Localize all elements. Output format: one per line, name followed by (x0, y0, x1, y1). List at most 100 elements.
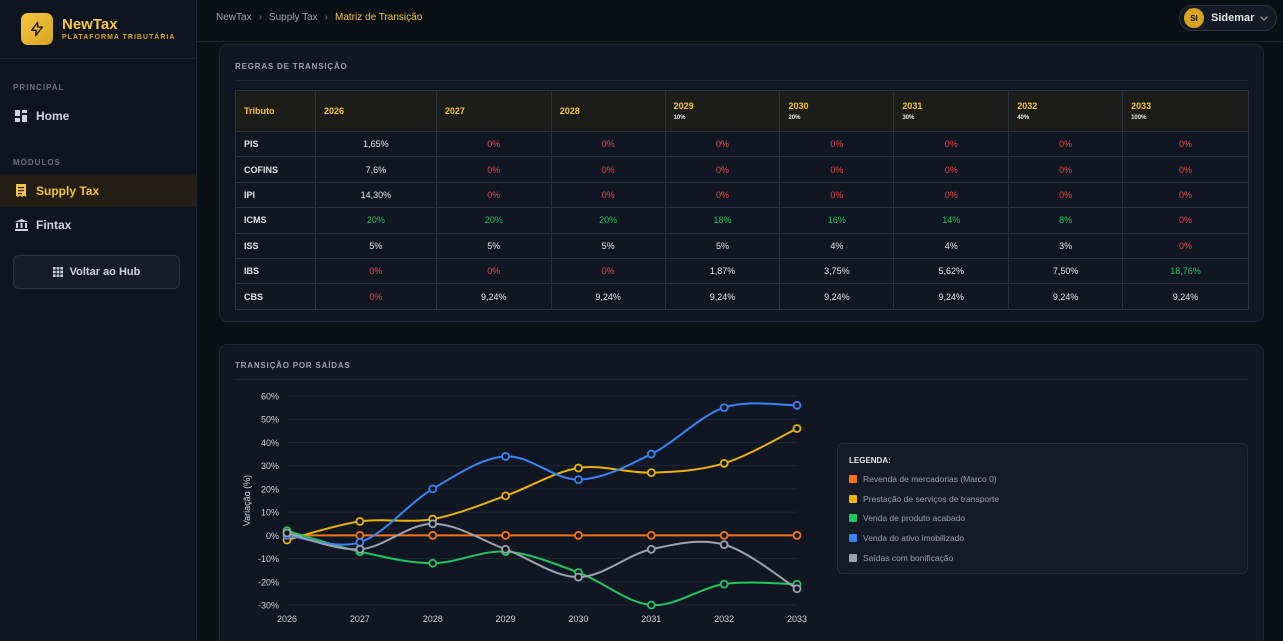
topbar: NewTax › Supply Tax › Matriz de Transiçã… (197, 0, 1283, 42)
legend-swatch (849, 475, 857, 483)
rate-cell: 9,24% (435, 283, 552, 310)
rate-cell: 0% (1122, 130, 1249, 158)
x-tick-label: 2033 (787, 614, 807, 624)
rate-cell: 0% (893, 130, 1010, 158)
legend-label: Venda de produto acabado (863, 513, 966, 524)
rate-cell: 0% (435, 156, 552, 183)
sidebar-item-home[interactable]: Home (0, 99, 196, 132)
column-header-percent: 100% (1131, 115, 1147, 121)
rules-panel-title: REGRAS DE TRANSIÇÃO (235, 62, 348, 71)
grid-icon (52, 267, 63, 277)
rate-cell: 5% (664, 232, 781, 259)
legend-swatch (849, 553, 857, 562)
rate-cell: 0% (664, 156, 781, 183)
column-header: 2033 100% (1122, 90, 1249, 132)
legend-item[interactable]: Revenda de mercadorias (Marco 0) (849, 474, 997, 484)
avatar: SI (1184, 8, 1204, 28)
rate-cell: 0% (550, 156, 666, 183)
rate-cell: 0% (314, 283, 437, 310)
legend-item[interactable]: Venda de produto acabado (849, 513, 965, 523)
rate-cell: 9,24% (1008, 283, 1124, 310)
rules-panel: REGRAS DE TRANSIÇÃO Tributo 2026 2027 2028 2… (219, 44, 1264, 322)
rate-cell: 20% (550, 207, 666, 234)
rate-cell: 8% (1008, 207, 1124, 234)
data-point (574, 475, 583, 484)
data-point (792, 584, 802, 594)
data-point (646, 530, 656, 540)
tributo-cell: ISS (235, 232, 316, 259)
data-point (428, 519, 438, 529)
rate-cell: 1,65% (314, 130, 437, 158)
rate-cell: 9,24% (664, 283, 781, 310)
column-header: 2031 30% (893, 90, 1010, 132)
table-header-row: Tributo 2026 2027 2028 2029 10% 2030 20% 2031 30%… (235, 90, 1249, 132)
rate-cell: 4% (893, 232, 1010, 259)
rate-cell: 0% (1122, 156, 1249, 183)
sidebar-item-supply-tax[interactable]: Supply Tax (0, 174, 196, 207)
rate-cell: 0% (893, 156, 1010, 183)
user-menu[interactable]: SI Sidemar (1179, 5, 1277, 31)
rate-cell: 18% (664, 207, 781, 234)
column-header: 2029 10% (664, 90, 781, 132)
rate-cell: 5,62% (893, 257, 1010, 285)
table-row: COFINS 7,6% 0% 0% 0% 0% 0% 0% 0% (235, 156, 1249, 183)
column-header-label: 2031 (902, 101, 923, 111)
table-row: IBS 0% 0% 0% 1,87% 3,75% 5,62% 7,50% 18,76% (235, 257, 1249, 285)
legend-label: Venda do ativo imobilizado (863, 533, 965, 544)
brand-name: NewTax (62, 16, 118, 33)
rate-cell: 3% (1008, 232, 1124, 259)
data-point (574, 572, 583, 582)
y-tick-label: 20% (261, 484, 279, 494)
breadcrumb: NewTax › Supply Tax › Matriz de Transiçã… (216, 12, 422, 23)
y-axis-label: Variação (%) (242, 475, 252, 526)
column-header: Tributo (235, 90, 316, 132)
series-line (286, 402, 798, 546)
y-tick-label: 50% (261, 415, 279, 425)
sidebar-item-fintax[interactable]: Fintax (0, 208, 196, 241)
rate-cell: 18,76% (1122, 257, 1249, 285)
x-tick-label: 2028 (423, 614, 443, 624)
legend-label: Revenda de mercadorias (Marco 0) (863, 474, 997, 484)
breadcrumb-newtax[interactable]: NewTax (216, 12, 252, 23)
back-to-hub-button[interactable]: Voltar ao Hub (13, 255, 180, 289)
rate-cell: 3,75% (779, 257, 895, 285)
legend-item[interactable]: Venda do ativo imobilizado (849, 533, 964, 543)
data-point (282, 528, 292, 538)
legend-swatch (849, 494, 857, 503)
rate-cell: 7,50% (1008, 257, 1124, 285)
x-tick-label: 2027 (350, 614, 370, 624)
column-header: 2028 (550, 90, 666, 132)
breadcrumb-supply-tax[interactable]: Supply Tax (268, 12, 318, 23)
user-name: Sidemar (1211, 12, 1255, 24)
data-point (355, 537, 365, 547)
chart-panel: TRANSIÇÃO POR SAÍDAS 60% 50% 40% 30% 20% 10% 0… (219, 344, 1264, 641)
column-header-label: 2033 (1131, 101, 1152, 111)
panel-divider (235, 80, 1248, 81)
column-header-label: 2027 (444, 106, 465, 116)
rate-cell: 5% (314, 232, 437, 259)
data-point (719, 540, 729, 550)
data-point (501, 544, 510, 554)
rate-cell: 0% (664, 181, 781, 209)
chevron-down-icon (1260, 15, 1269, 21)
column-header: 2032 40% (1008, 90, 1124, 132)
legend-item[interactable]: Prestação de serviços de transporte (849, 494, 999, 504)
column-header-percent: 20% (788, 115, 801, 121)
rate-cell: 0% (435, 130, 552, 158)
chevron-right-icon: › (258, 12, 262, 23)
legend-item[interactable]: Saídas com bonificação (849, 553, 953, 563)
sidebar-item-label: Home (36, 108, 70, 123)
rate-cell: 0% (1008, 181, 1124, 209)
brand[interactable]: NewTax PLATAFORMA TRIBUTÁRIA (0, 0, 196, 59)
series-line (286, 529, 798, 607)
table-row: ISS 5% 5% 5% 5% 4% 4% 3% 0% (235, 232, 1249, 259)
column-header-label: 2026 (323, 106, 344, 116)
tributo-cell: PIS (235, 130, 316, 158)
rate-cell: 0% (1122, 232, 1249, 259)
data-point (719, 403, 729, 413)
rate-cell: 0% (779, 156, 895, 183)
table-row: ICMS 20% 20% 20% 18% 16% 14% 8% 0% (235, 207, 1249, 234)
y-tick-label: 30% (261, 461, 279, 471)
column-header-label: 2030 (788, 101, 809, 111)
y-tick-label: -20% (258, 577, 279, 587)
